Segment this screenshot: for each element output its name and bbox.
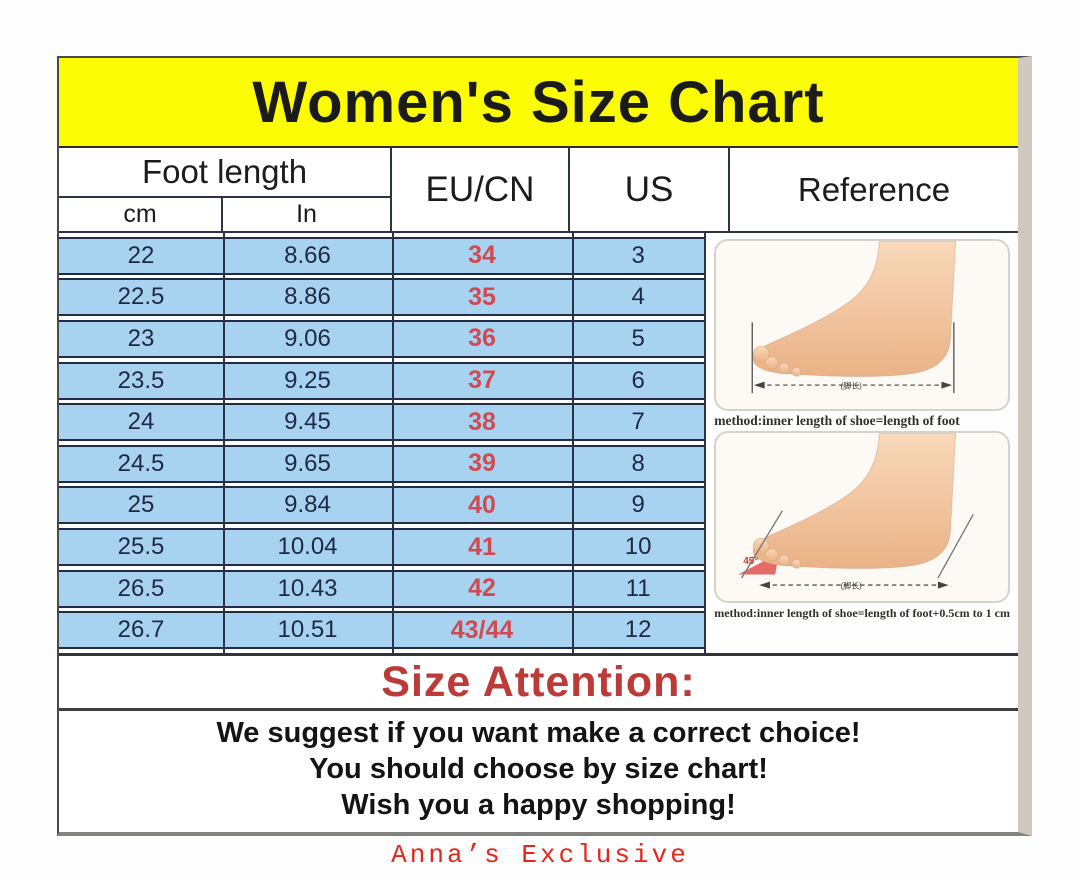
in-value: 10.04 (277, 533, 338, 560)
us-value: 7 (631, 408, 645, 436)
foot-measure-figure-1: (脚长) (714, 239, 1010, 411)
header-reference: Reference (797, 170, 951, 208)
header-eu-cn: EU/CN (392, 148, 570, 231)
header-in: In (296, 200, 317, 228)
size-table-rows: 22 8.66 34 3 22.5 8.86 35 4 23 9.06 36 5 23.5 9.25 37 6… (59, 233, 707, 653)
reference-column: (脚长) method:inner length of shoe=length … (706, 233, 1018, 653)
arrow-label: (脚长) (841, 581, 863, 591)
length-measure-arrow (751, 322, 955, 394)
us-value: 10 (624, 533, 652, 560)
header-foot-length-group: Foot length cm In (59, 148, 392, 231)
foot-measure-figure-2: 45° (脚长) (714, 431, 1010, 603)
cm-value: 22.5 (117, 283, 165, 311)
foot-illustration-icon: 45° (脚长) (738, 433, 975, 591)
in-value: 8.86 (284, 283, 331, 311)
note-line-1: We suggest if you want make a correct ch… (216, 717, 861, 749)
eu-cn-value: 34 (468, 241, 496, 270)
cm-value: 24.5 (117, 449, 165, 477)
eu-cn-value: 37 (468, 366, 496, 394)
table-row: 23.5 9.25 37 6 (59, 361, 705, 400)
table-row: 26.5 10.43 42 11 (59, 569, 705, 608)
us-value: 12 (624, 616, 652, 644)
figure-2-caption: method:inner length of shoe=length of fo… (714, 606, 1010, 620)
in-value: 10.51 (277, 616, 338, 644)
notes-band: We suggest if you want make a correct ch… (59, 711, 1018, 822)
in-value: 9.06 (284, 324, 331, 352)
table-body: 22 8.66 34 3 22.5 8.86 35 4 23 9.06 36 5 23.5 9.25 37 6… (59, 233, 1018, 656)
table-row: 25.5 10.04 41 10 (59, 528, 705, 566)
eu-cn-value: 38 (468, 407, 496, 436)
in-value: 9.45 (284, 408, 331, 436)
eu-cn-value: 39 (468, 449, 496, 478)
us-value: 11 (625, 574, 651, 602)
header-foot-length: Foot length (59, 148, 390, 198)
eu-cn-value: 41 (468, 532, 496, 561)
foot-illustration-icon: (脚长) (751, 241, 957, 394)
attention-heading: Size Attention: (381, 657, 696, 706)
cm-value: 24 (127, 408, 155, 436)
page-title: Women's Size Chart (252, 69, 825, 135)
cm-value: 23 (127, 324, 155, 352)
table-row: 26.7 10.51 43/44 12 (59, 611, 705, 650)
table-row: 23 9.06 36 5 (59, 319, 705, 358)
header-foot-subrow: cm In (59, 198, 390, 231)
angle-guides (741, 510, 975, 579)
figure-1-caption: method:inner length of shoe=length of fo… (714, 413, 960, 428)
attention-band: Size Attention: (59, 656, 1018, 711)
cm-value: 25.5 (117, 533, 165, 560)
brand-footer: Anna’s Exclusive (391, 840, 689, 870)
chart-frame: Women's Size Chart Foot length cm In EU/… (57, 56, 1032, 836)
eu-cn-value: 35 (468, 282, 496, 311)
in-value: 9.25 (284, 366, 331, 394)
column-divider (572, 233, 574, 653)
eu-cn-value: 42 (468, 574, 496, 603)
angle-label: 45° (744, 556, 759, 567)
column-divider (392, 233, 394, 653)
in-value: 10.43 (277, 574, 338, 602)
cm-value: 26.5 (117, 574, 165, 602)
title-band: Women's Size Chart (59, 58, 1018, 148)
cm-value: 25 (127, 491, 155, 519)
header-cm: cm (59, 198, 223, 231)
table-row: 24 9.45 38 7 (59, 403, 705, 442)
table-row: 22 8.66 34 3 (59, 236, 705, 275)
us-value: 4 (631, 283, 645, 311)
us-value: 8 (631, 449, 645, 477)
eu-cn-value: 36 (468, 324, 496, 353)
column-divider (223, 233, 225, 653)
eu-cn-value: 40 (468, 490, 496, 519)
table-header: Foot length cm In EU/CN US Reference (59, 148, 1018, 233)
table-row: 24.5 9.65 39 8 (59, 444, 705, 483)
cm-value: 22 (127, 241, 155, 269)
us-value: 9 (631, 491, 645, 519)
in-value: 9.84 (284, 491, 331, 519)
us-value: 5 (631, 324, 645, 352)
in-value: 8.66 (284, 241, 331, 269)
table-row: 25 9.84 40 9 (59, 486, 705, 525)
us-value: 3 (631, 241, 645, 269)
cm-value: 23.5 (117, 366, 165, 394)
header-us: US (570, 148, 730, 231)
note-line-3: Wish you a happy shopping! (341, 789, 736, 821)
note-line-2: You should choose by size chart! (309, 753, 768, 785)
us-value: 6 (631, 366, 645, 394)
in-value: 9.65 (284, 449, 331, 477)
table-row: 22.5 8.86 35 4 (59, 278, 705, 317)
cm-value: 26.7 (117, 616, 165, 644)
eu-cn-value: 43/44 (450, 615, 514, 644)
arrow-label: (脚长) (841, 381, 863, 391)
